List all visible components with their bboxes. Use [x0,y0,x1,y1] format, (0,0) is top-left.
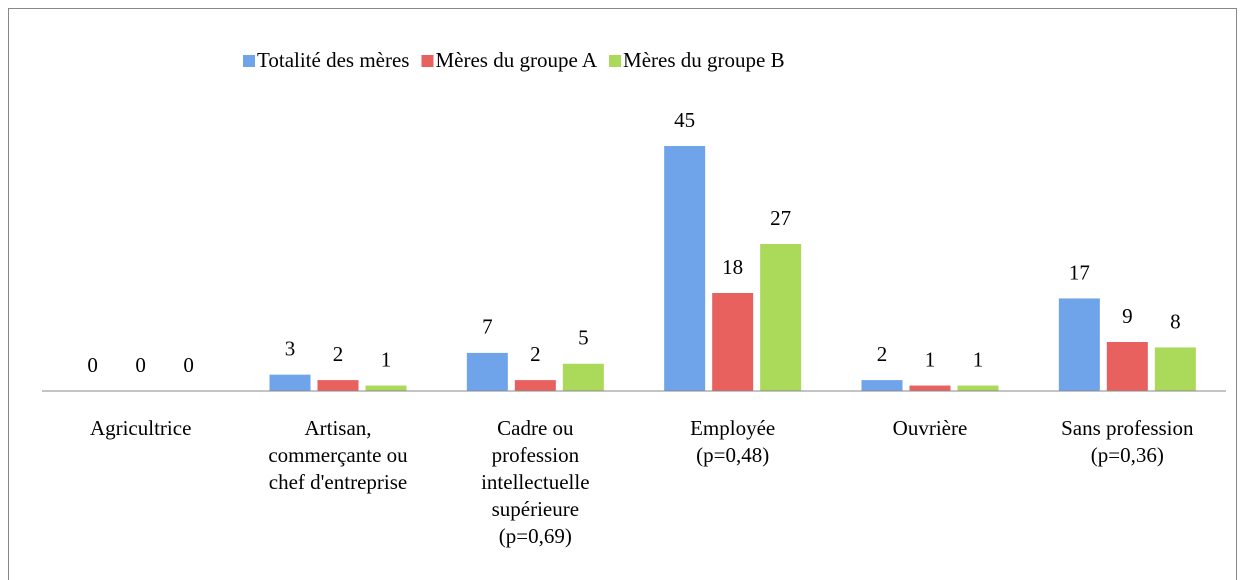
data-label: 0 [183,353,194,377]
data-label: 5 [578,326,589,350]
x-tick-label: Sans profession (p=0,36) [1061,416,1194,467]
data-label: 18 [722,255,743,279]
data-label: 1 [973,347,984,371]
chart-frame [8,8,1237,580]
data-label: 2 [530,342,541,366]
data-label: 0 [87,353,98,377]
legend-swatch [243,55,255,67]
data-label: 1 [381,347,392,371]
legend-label: Mères du groupe B [623,48,785,72]
legend-label: Totalité des mères [257,48,409,72]
bar [514,380,556,391]
bar [1058,298,1100,391]
data-label: 17 [1069,260,1090,284]
data-label: 0 [135,353,146,377]
legend-swatch [421,55,434,67]
bar [1154,347,1196,391]
x-tick-label: Cadre ou profession intellectuelle supérieu… [481,416,589,548]
x-tick-label: Artisan, commerçante ou chef d'entreprise [268,416,408,494]
bar [909,385,951,391]
data-label: 45 [674,108,695,132]
data-label: 1 [925,347,936,371]
bar [957,385,999,391]
x-tick-label: Ouvrière [893,416,968,440]
bar [861,380,903,391]
bar [365,385,407,391]
x-tick-label: Agricultrice [90,416,191,440]
data-label: 27 [770,206,791,230]
legend-swatch [609,55,622,67]
bar [317,380,359,391]
bar [269,374,311,391]
bar [664,146,706,391]
data-label: 8 [1170,309,1181,333]
data-label: 7 [482,315,493,339]
data-label: 3 [285,336,296,360]
data-label: 2 [877,342,888,366]
bar [760,244,802,391]
bar [1106,342,1148,391]
bar [712,293,754,391]
bar [466,352,508,391]
data-label: 2 [333,342,344,366]
data-label: 9 [1122,304,1133,328]
x-tick-label: Employée (p=0,48) [690,416,775,467]
bar [562,363,604,391]
legend-label: Mères du groupe A [435,48,597,72]
